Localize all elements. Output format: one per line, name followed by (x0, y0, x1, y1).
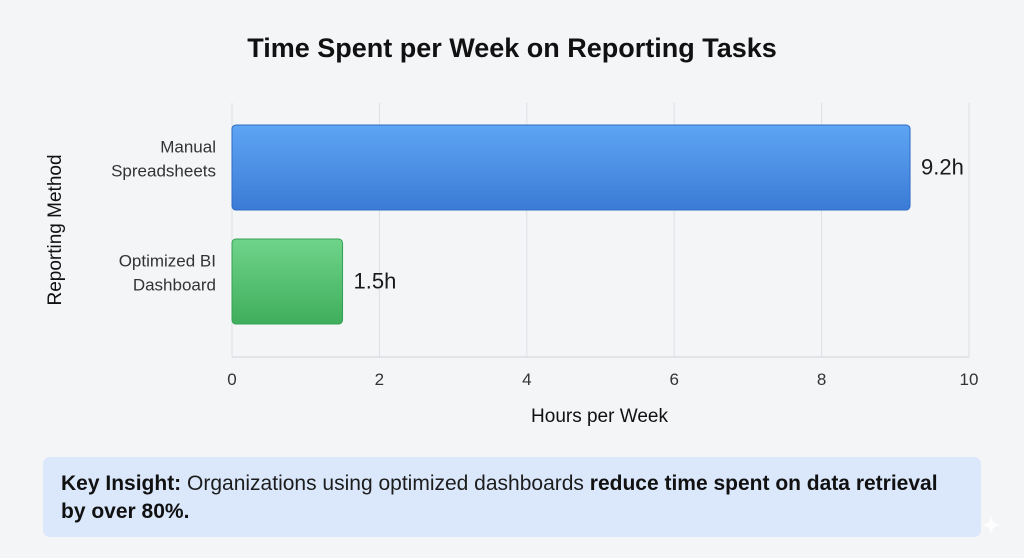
bar-0 (231, 124, 911, 211)
data-label-0: 9.2h (921, 155, 964, 180)
x-tick-label-4: 8 (817, 370, 826, 389)
insight-label: Key Insight: (61, 472, 182, 495)
data-label-1: 1.5h (354, 269, 397, 294)
y-axis-title: Reporting Method (45, 154, 66, 305)
insight-emphasis: reduce time spent on data retrieval by o… (61, 472, 938, 523)
category-label-0: Manual Spreadsheets (111, 138, 216, 181)
category-label-1: Optimized BI Dashboard (119, 252, 216, 295)
x-axis-title: Hours per Week (531, 406, 668, 427)
x-tick-label-0: 0 (227, 370, 236, 389)
x-tick-label-3: 6 (669, 370, 678, 389)
bar-1 (231, 238, 344, 325)
sparkle-icon (981, 515, 1001, 535)
insight-text: Organizations using optimized dashboards (181, 472, 590, 495)
bar-chart: 0 2 4 6 8 10 9.2h Manual Spreadsheets 1.5h Optimiz… (45, 103, 979, 427)
x-tick-label-5: 10 (960, 370, 979, 389)
x-tick-label-1: 2 (375, 370, 384, 389)
key-insight-box: Key Insight: Organizations using optimiz… (43, 457, 981, 537)
chart-title: Time Spent per Week on Reporting Tasks (247, 33, 777, 63)
x-tick-label-2: 4 (522, 370, 531, 389)
